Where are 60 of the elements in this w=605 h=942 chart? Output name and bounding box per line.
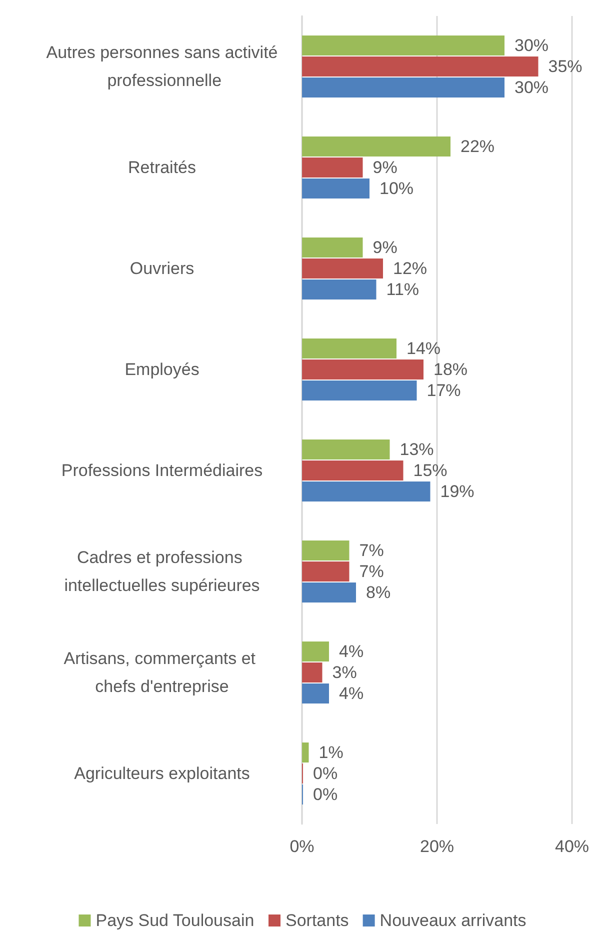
bar [302, 36, 504, 56]
y-tick-label: Retraités [128, 158, 196, 177]
y-tick-label: Ouvriers [130, 259, 194, 278]
bar [302, 540, 350, 560]
data-label: 15% [413, 461, 448, 480]
bar [302, 460, 404, 480]
data-label: 4% [339, 642, 364, 661]
data-label: 30% [514, 36, 549, 55]
data-label: 0% [313, 764, 338, 783]
data-label: 11% [386, 280, 420, 299]
bar [302, 742, 309, 762]
y-tick-label: Agriculteurs exploitants [74, 764, 250, 783]
bar [302, 482, 430, 502]
bar [302, 178, 370, 198]
data-label: 4% [339, 684, 364, 703]
bar [302, 280, 376, 300]
bar [302, 338, 396, 358]
y-tick-label: Autres personnes sans activité professionnelle [46, 43, 278, 90]
data-label: 13% [400, 440, 434, 459]
data-label: 22% [460, 137, 495, 156]
bar [302, 136, 450, 156]
bar [302, 238, 363, 258]
bar [302, 642, 329, 662]
x-tick-label: 20% [420, 837, 454, 856]
data-label: 9% [372, 238, 398, 257]
legend-label: Nouveaux arrivants [380, 911, 526, 930]
bar [302, 56, 538, 76]
data-label: 3% [332, 663, 357, 682]
data-label: 1% [318, 743, 344, 762]
data-label: 19% [440, 482, 474, 501]
data-label: 8% [366, 583, 391, 602]
bar [302, 582, 356, 602]
data-label: 0% [313, 785, 338, 804]
bar [302, 684, 329, 704]
bar [302, 78, 504, 98]
data-label: 7% [359, 541, 384, 560]
bar [302, 380, 417, 400]
legend-label: Pays Sud Toulousain [96, 911, 254, 930]
data-label: 30% [514, 78, 549, 97]
y-tick-label: Cadres et professions intellectuelles supérieures [64, 548, 260, 595]
data-label: 7% [359, 562, 384, 581]
y-tick-label: Employés [124, 360, 200, 379]
data-label: 17% [426, 381, 461, 400]
x-tick-label: 0% [290, 837, 314, 856]
bar [302, 440, 390, 460]
x-tick-label: 40% [554, 837, 590, 856]
bar [302, 662, 322, 682]
data-label: 35% [548, 57, 582, 76]
data-label: 14% [406, 339, 441, 358]
y-tick-label: Professions Intermédiaires [61, 461, 263, 480]
legend-label: Sortants [286, 911, 349, 930]
bar [302, 158, 363, 178]
data-label: 18% [434, 360, 468, 379]
data-label: 10% [380, 179, 414, 198]
y-tick-label: Artisans, commerçants et chefs d'entreprise [64, 649, 260, 696]
bar [302, 562, 350, 582]
bar [302, 360, 424, 380]
data-label: 9% [372, 158, 398, 177]
data-label: 12% [393, 259, 428, 278]
bar [302, 258, 383, 278]
